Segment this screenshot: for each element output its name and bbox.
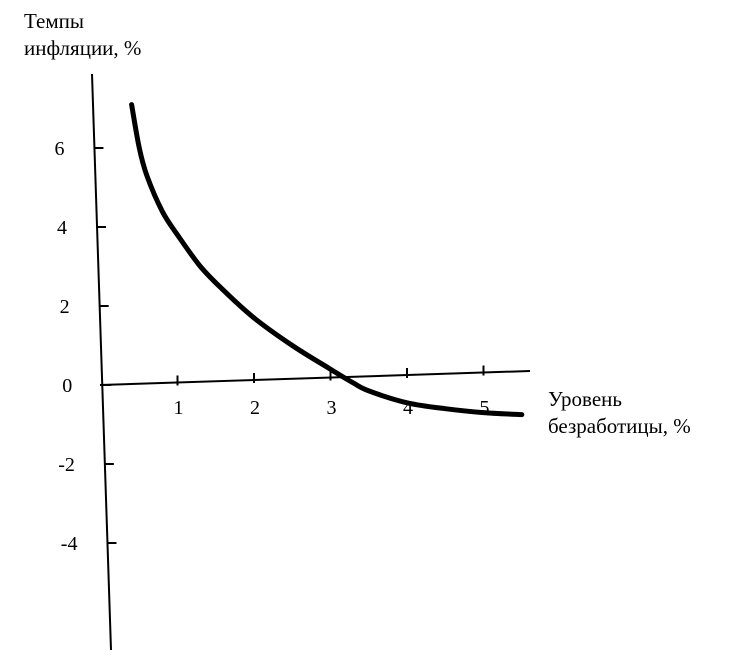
y-axis-line	[91, 73, 112, 651]
x-axis-ticks: 1 2 3 4 5	[174, 365, 490, 419]
y-axis-ticks: 6 4 2 0 -2 -4	[54, 138, 117, 555]
x-tick-label-3: 3	[327, 397, 337, 419]
x-axis-title: Уровень безработицы, %	[548, 386, 691, 440]
x-tick-label-2: 2	[250, 397, 260, 419]
series-line-0	[129, 102, 525, 418]
x-tick-label-4: 4	[403, 397, 413, 419]
y-tick-label-0: 0	[62, 375, 72, 397]
y-tick-label-4: 4	[57, 217, 67, 239]
y-axis-title-line-2: инфляции, %	[24, 36, 142, 60]
y-axis-title: Темпы инфляции, %	[24, 8, 141, 62]
x-axis-line	[99, 370, 531, 386]
y-tick-label-6: 6	[54, 138, 64, 160]
y-tick-label--2: -2	[58, 454, 75, 476]
y-axis-title-line-1: Темпы	[24, 9, 84, 33]
y-tick-label--4: -4	[61, 533, 78, 555]
x-tick-label-5: 5	[480, 397, 490, 419]
y-tick-label-2: 2	[60, 296, 70, 318]
x-axis-title-line-2: безработицы, %	[548, 414, 691, 438]
x-axis-title-line-1: Уровень	[548, 387, 622, 411]
series-group	[129, 102, 525, 418]
x-tick-label-1: 1	[174, 397, 184, 419]
